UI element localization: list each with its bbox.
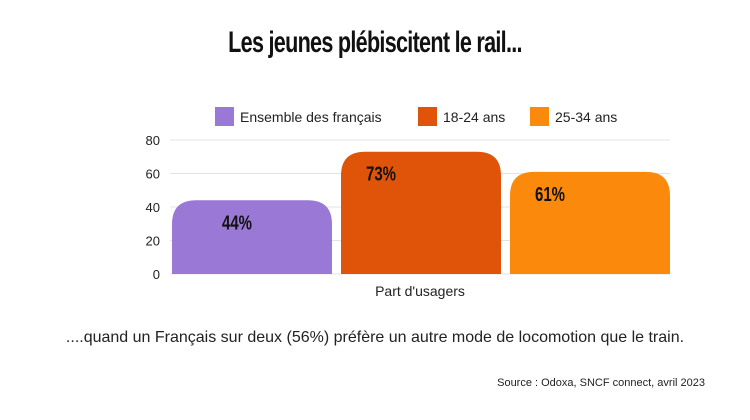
bars: 44% 73% 61% [172,151,670,274]
chart-title: Les jeunes plébiscitent le rail... [228,26,522,59]
y-tick-label: 80 [146,133,160,148]
y-tick-label: 40 [146,200,160,215]
bar-1 [172,200,332,274]
x-category-label: Part d'usagers [375,283,465,299]
y-axis: 0 20 40 60 80 [146,133,160,282]
y-tick-label: 0 [153,267,160,282]
chart-subtitle: ....quand un Français sur deux (56%) pré… [65,329,685,346]
legend-label-3: 25-34 ans [555,109,617,125]
data-label-3: 61% [535,184,565,206]
source-note: Source : Odoxa, SNCF connect, avril 2023 [497,377,705,389]
legend-swatch-1 [215,107,234,126]
legend-swatch-3 [530,107,549,126]
legend-label-1: Ensemble des français [240,109,382,125]
y-tick-label: 60 [146,167,160,182]
bar-2 [341,151,501,274]
legend-label-2: 18-24 ans [443,109,505,125]
bar-3 [510,171,670,274]
y-tick-label: 20 [146,234,160,249]
data-label-2: 73% [366,164,396,186]
legend: Ensemble des français 18-24 ans 25-34 ans [215,107,617,126]
data-label-1: 44% [222,212,252,234]
legend-swatch-2 [418,107,437,126]
